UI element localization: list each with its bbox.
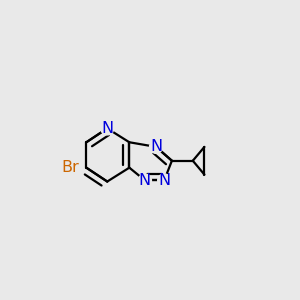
Text: N: N: [101, 121, 113, 136]
Text: N: N: [139, 173, 151, 188]
Text: N: N: [158, 173, 170, 188]
Circle shape: [150, 140, 163, 153]
Circle shape: [101, 122, 114, 135]
Text: N: N: [150, 140, 162, 154]
Circle shape: [158, 174, 171, 187]
Circle shape: [138, 174, 152, 187]
Text: Br: Br: [61, 160, 79, 175]
